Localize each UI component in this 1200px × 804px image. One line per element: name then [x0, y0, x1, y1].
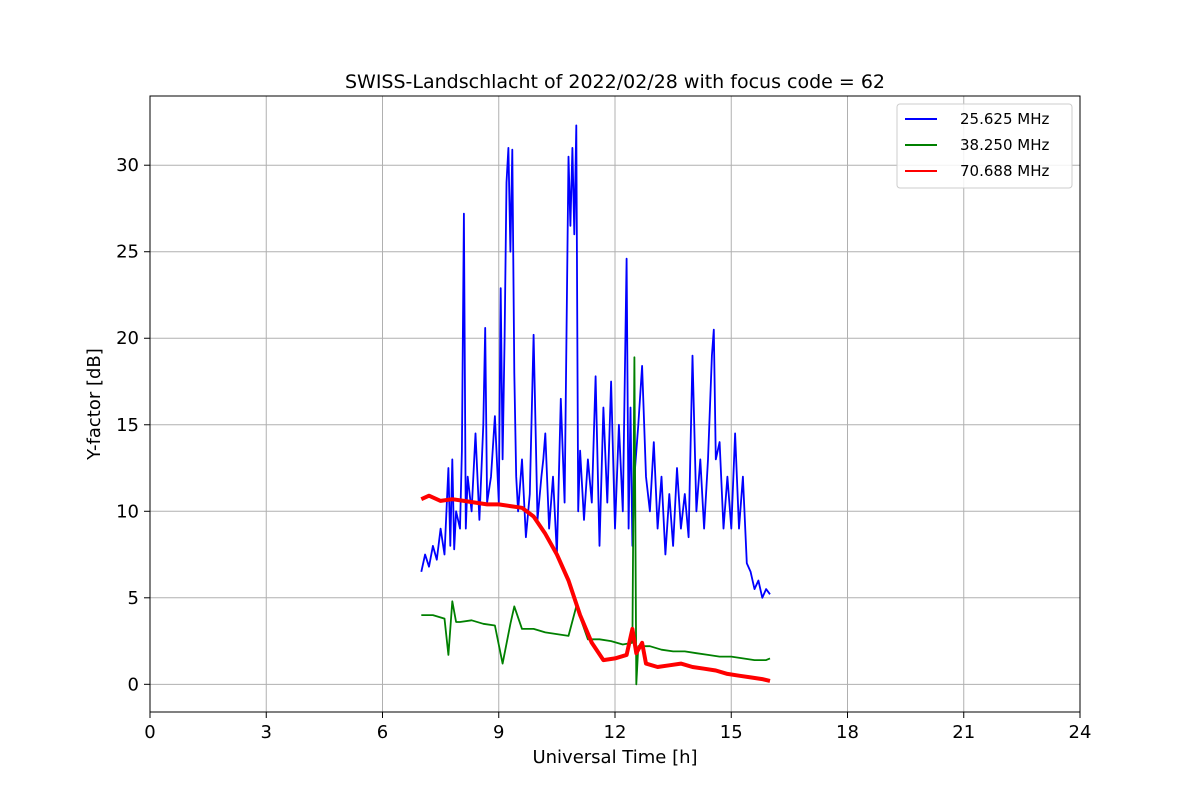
- x-tick-label: 0: [144, 722, 155, 743]
- y-tick-label: 30: [116, 155, 139, 176]
- legend-box: [896, 103, 1073, 189]
- x-tick-label: 15: [720, 722, 743, 743]
- x-axis-label: Universal Time [h]: [532, 747, 697, 768]
- series-lines: [420, 124, 771, 686]
- x-tick-label: 6: [377, 722, 388, 743]
- y-axis-ticks: 0 5 10 15 20 25 30: [116, 155, 150, 695]
- legend: 25.625 MHz 38.250 MHz 70.688 MHz: [896, 103, 1073, 189]
- y-tick-label: 25: [116, 242, 139, 263]
- y-tick-label: 0: [128, 674, 139, 695]
- series-line-38-250-mhz: [421, 356, 771, 686]
- series-line-70-688-mhz: [420, 493, 771, 683]
- x-tick-label: 21: [952, 722, 975, 743]
- x-tick-label: 9: [493, 722, 504, 743]
- y-tick-label: 15: [116, 415, 139, 436]
- x-tick-label: 24: [1069, 722, 1092, 743]
- series-line-25-625-mhz: [420, 124, 771, 599]
- legend-items: 25.625 MHz 38.250 MHz 70.688 MHz: [905, 110, 1049, 180]
- x-axis-ticks: 0 3 6 9 12 15 18 21 24: [144, 712, 1091, 743]
- legend-label: 38.250 MHz: [960, 136, 1049, 154]
- x-tick-label: 3: [261, 722, 272, 743]
- gridlines: [149, 96, 1081, 712]
- x-tick-label: 18: [836, 722, 859, 743]
- y-tick-label: 5: [128, 588, 139, 609]
- x-tick-label: 12: [604, 722, 627, 743]
- legend-label: 70.688 MHz: [960, 162, 1049, 180]
- y-tick-label: 10: [116, 501, 139, 522]
- chart-title: SWISS-Landschlacht of 2022/02/28 with fo…: [345, 71, 885, 93]
- y-axis-label: Y-factor [dB]: [84, 348, 105, 461]
- legend-label: 25.625 MHz: [960, 110, 1049, 128]
- y-tick-label: 20: [116, 328, 139, 349]
